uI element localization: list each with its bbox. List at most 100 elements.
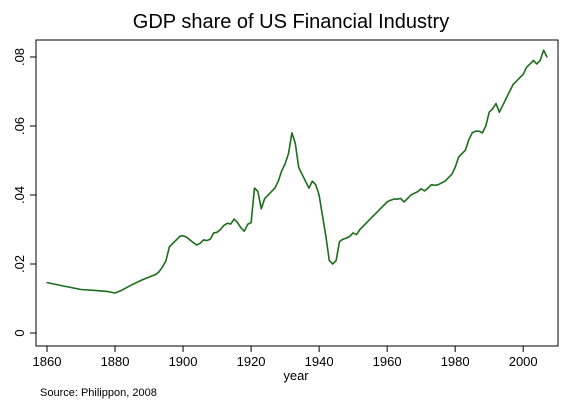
data-point — [223, 224, 225, 226]
data-point — [192, 242, 194, 244]
data-point — [277, 180, 279, 182]
data-point — [355, 234, 358, 236]
data-point — [481, 132, 483, 134]
data-point — [179, 235, 181, 237]
data-point — [158, 271, 160, 273]
data-point — [349, 235, 351, 237]
data-point — [287, 153, 290, 155]
data-point — [311, 180, 313, 182]
data-point — [393, 198, 395, 200]
data-point — [451, 173, 453, 175]
chart-title: GDP share of US Financial Industry — [133, 11, 449, 33]
y-tick-label: .06 — [12, 117, 27, 135]
data-point — [362, 225, 364, 227]
data-point — [461, 153, 463, 155]
data-point — [464, 149, 466, 151]
data-point — [468, 139, 470, 141]
data-point — [168, 246, 170, 248]
data-point — [389, 199, 392, 201]
data-point — [413, 192, 415, 194]
x-tick-label: 1880 — [101, 354, 130, 369]
data-point — [264, 197, 266, 200]
data-point — [522, 73, 524, 75]
data-point — [396, 198, 398, 200]
data-point — [175, 239, 177, 241]
series-line-gdp-share — [46, 49, 548, 294]
y-tick-label: 0 — [12, 329, 27, 336]
data-point — [420, 188, 422, 190]
data-point — [189, 239, 191, 241]
data-point — [219, 228, 222, 231]
data-point — [546, 56, 548, 58]
data-point — [400, 197, 402, 200]
data-point — [73, 287, 75, 289]
data-point — [107, 291, 109, 293]
data-point — [345, 237, 347, 239]
x-axis-ticks: 1860 1880 1900 1920 1940 1960 1980 2000 — [33, 346, 538, 369]
data-point — [366, 222, 368, 224]
data-point — [379, 208, 381, 210]
data-point — [359, 228, 361, 231]
data-point — [434, 184, 436, 186]
data-point — [509, 90, 511, 93]
data-point — [267, 194, 269, 196]
data-point — [502, 104, 504, 106]
data-point — [352, 232, 354, 234]
data-point — [444, 180, 446, 182]
data-point — [209, 238, 211, 240]
data-point — [321, 215, 324, 217]
data-point — [100, 290, 102, 292]
data-point — [281, 170, 283, 172]
data-point — [427, 187, 429, 189]
series-points — [46, 49, 548, 294]
data-point — [172, 242, 174, 244]
data-point — [46, 282, 48, 284]
data-point — [308, 187, 310, 189]
y-tick-label: .08 — [12, 48, 27, 66]
data-point — [447, 177, 449, 179]
data-point — [376, 211, 378, 213]
data-point — [236, 222, 239, 224]
data-point — [318, 194, 320, 196]
data-point — [270, 191, 273, 193]
data-point — [325, 235, 327, 237]
data-point — [185, 236, 188, 238]
data-point — [80, 288, 82, 291]
data-point — [250, 222, 252, 224]
data-point — [90, 289, 92, 291]
data-point — [199, 242, 201, 244]
data-point — [332, 263, 334, 265]
data-point — [284, 163, 286, 165]
data-point — [301, 173, 303, 175]
data-point — [162, 266, 164, 268]
data-point — [386, 201, 388, 203]
data-point — [260, 208, 262, 210]
data-point — [424, 190, 426, 192]
data-point — [539, 59, 541, 62]
data-point — [495, 103, 497, 105]
data-point — [529, 63, 531, 65]
data-point — [206, 239, 208, 242]
data-point — [141, 279, 143, 281]
data-point — [240, 227, 242, 229]
x-axis-label: year — [283, 368, 309, 383]
data-point — [233, 218, 235, 220]
data-point — [253, 187, 256, 189]
data-point — [515, 80, 518, 82]
data-point — [512, 84, 514, 86]
data-point — [406, 197, 409, 200]
data-point — [458, 156, 460, 158]
data-point — [505, 97, 507, 99]
y-tick-label: .04 — [12, 186, 27, 204]
x-tick-label: 1920 — [237, 354, 266, 369]
data-point — [148, 276, 150, 278]
data-point — [213, 232, 215, 234]
x-tick-label: 1980 — [441, 354, 470, 369]
data-point — [471, 132, 473, 134]
data-point — [532, 59, 535, 62]
data-point — [247, 223, 249, 225]
data-point — [417, 191, 419, 193]
data-point — [298, 166, 300, 168]
data-point — [475, 130, 477, 132]
x-tick-label: 2000 — [509, 354, 538, 369]
